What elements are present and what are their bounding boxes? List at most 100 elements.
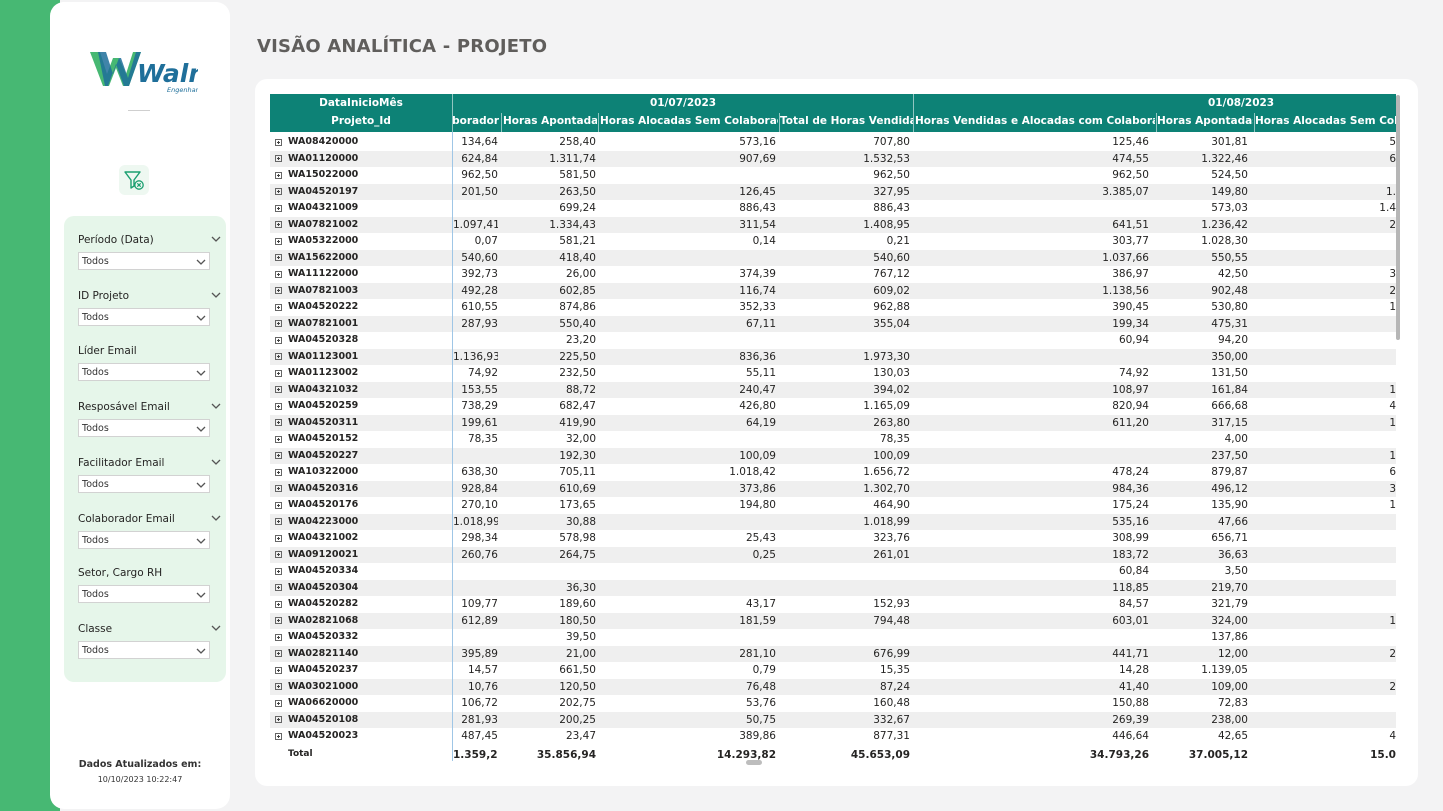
- table-row[interactable]: WA02821140 395,89 21,00 281,10 676,99 441,71 1…: [270, 645, 1396, 663]
- table-row[interactable]: WA05322000 0,07 581,21 0,14 0,21 303,77 1.028,…: [270, 233, 1396, 250]
- slicer-title[interactable]: Classe: [78, 621, 221, 637]
- expand-icon[interactable]: [275, 171, 282, 179]
- table-row[interactable]: WA04520227 192,30 100,09 100,09 237,50 1: [270, 447, 1396, 465]
- expand-icon[interactable]: [275, 485, 282, 493]
- slicer-title[interactable]: Colaborador Email: [78, 511, 221, 527]
- horizontal-scrollbar[interactable]: [746, 760, 762, 765]
- table-row[interactable]: WA04520304 36,30 118,85 219,70: [270, 579, 1396, 596]
- table-row[interactable]: WA04223000 1.018,99 30,88 1.018,99 535,16 47,…: [270, 513, 1396, 530]
- table-row[interactable]: WA04520222 610,55 874,86 352,33 962,88 390,45…: [270, 299, 1396, 316]
- row-header-projeto-id[interactable]: Projeto_Id: [331, 115, 391, 127]
- table-row[interactable]: WA07821002 1.097,41 1.334,43 311,54 1.408,95…: [270, 216, 1396, 233]
- expand-icon[interactable]: [275, 633, 282, 641]
- expand-icon[interactable]: [275, 518, 282, 526]
- table-row[interactable]: WA07821003 492,28 602,85 116,74 609,02 1.138,…: [270, 282, 1396, 299]
- table-row[interactable]: WA04321002 298,34 578,98 25,43 323,76 308,99 6…: [270, 530, 1396, 547]
- project-id-cell[interactable]: WA04520108: [275, 712, 358, 729]
- project-id-cell[interactable]: WA10322000: [275, 464, 358, 481]
- expand-icon[interactable]: [275, 666, 282, 674]
- table-row[interactable]: WA03021000 10,76 120,50 76,48 87,24 41,40 109,…: [270, 678, 1396, 696]
- periodo-dropdown[interactable]: Todos: [78, 252, 210, 270]
- chevron-down-icon[interactable]: [210, 289, 222, 301]
- project-id-cell[interactable]: WA04520222: [275, 299, 358, 316]
- expand-icon[interactable]: [275, 320, 282, 328]
- col-header[interactable]: Horas Apontadas: [503, 115, 597, 127]
- project-id-cell[interactable]: WA04520282: [275, 596, 358, 613]
- table-row[interactable]: WA04520259 738,29 682,47 426,80 1.165,09 820,…: [270, 398, 1396, 415]
- table-row[interactable]: WA04520332 39,50 137,86: [270, 629, 1396, 646]
- expand-icon[interactable]: [275, 617, 282, 625]
- expand-icon[interactable]: [275, 716, 282, 724]
- expand-icon[interactable]: [275, 683, 282, 691]
- expand-icon[interactable]: [275, 221, 282, 229]
- table-row[interactable]: WA04520108 281,93 200,25 50,75 332,67 269,39 2…: [270, 711, 1396, 729]
- period-header-2023-08[interactable]: 01/08/2023: [1208, 97, 1275, 109]
- col-header[interactable]: Horas Vendidas e Alocadas com Colaborado…: [915, 115, 1155, 127]
- project-id-cell[interactable]: WA04321002: [275, 530, 358, 547]
- col-header[interactable]: laborador: [453, 115, 499, 127]
- lider-email-dropdown[interactable]: Todos: [78, 363, 210, 381]
- expand-icon[interactable]: [275, 402, 282, 410]
- period-header-2023-07[interactable]: 01/07/2023: [649, 97, 717, 109]
- project-id-cell[interactable]: WA15622000: [275, 250, 358, 267]
- expand-icon[interactable]: [275, 567, 282, 575]
- project-id-cell[interactable]: WA04520176: [275, 497, 358, 514]
- slicer-title[interactable]: Facilitador Email: [78, 455, 221, 471]
- project-id-cell[interactable]: WA04520334: [275, 563, 358, 580]
- id-projeto-dropdown[interactable]: Todos: [78, 308, 210, 326]
- expand-icon[interactable]: [275, 584, 282, 592]
- table-row[interactable]: WA01123002 74,92 232,50 55,11 130,03 74,92 131…: [270, 365, 1396, 382]
- table-row[interactable]: WA15622000 540,60 418,40 540,60 1.037,66 550,…: [270, 249, 1396, 267]
- table-row[interactable]: WA04520176 270,10 173,65 194,80 464,90 175,24…: [270, 497, 1396, 514]
- chevron-down-icon[interactable]: [210, 512, 222, 524]
- project-id-cell[interactable]: WA04520197: [275, 184, 358, 201]
- project-id-cell[interactable]: WA04321032: [275, 382, 358, 399]
- vertical-scrollbar[interactable]: [1396, 95, 1400, 340]
- expand-icon[interactable]: [275, 468, 282, 476]
- project-id-cell[interactable]: WA03021000: [275, 679, 358, 696]
- col-header[interactable]: Horas Apontadas: [1157, 115, 1253, 127]
- slicer-title[interactable]: Período (Data): [78, 232, 221, 248]
- responsavel-email-dropdown[interactable]: Todos: [78, 419, 210, 437]
- expand-icon[interactable]: [275, 551, 282, 559]
- project-id-cell[interactable]: WA01123002: [275, 365, 358, 382]
- expand-icon[interactable]: [275, 452, 282, 460]
- project-id-cell[interactable]: WA04520237: [275, 662, 358, 679]
- project-id-cell[interactable]: WA04321009: [275, 200, 358, 217]
- project-id-cell[interactable]: WA04520328: [275, 332, 358, 349]
- colaborador-email-dropdown[interactable]: Todos: [78, 531, 210, 549]
- table-row[interactable]: WA04520328 23,20 60,94 94,20: [270, 332, 1396, 349]
- expand-icon[interactable]: [275, 650, 282, 658]
- table-row[interactable]: WA04321032 153,55 88,72 240,47 394,02 108,97 1…: [270, 381, 1396, 399]
- expand-icon[interactable]: [275, 386, 282, 394]
- col-header[interactable]: Horas Alocadas Sem Colaborador: [600, 115, 778, 127]
- table-row[interactable]: WA07821001 287,93 550,40 67,11 355,04 199,34 4…: [270, 315, 1396, 332]
- table-row[interactable]: WA08420000 134,64 258,40 573,16 707,80 125,46…: [270, 134, 1396, 151]
- project-id-cell[interactable]: WA04520227: [275, 448, 358, 465]
- project-id-cell[interactable]: WA08420000: [275, 134, 358, 151]
- expand-icon[interactable]: [275, 237, 282, 245]
- expand-icon[interactable]: [275, 270, 282, 278]
- project-id-cell[interactable]: WA09120021: [275, 547, 358, 564]
- row-header-datainiciomes[interactable]: DataInicioMês: [319, 97, 403, 109]
- project-id-cell[interactable]: WA01120000: [275, 151, 358, 168]
- project-id-cell[interactable]: WA02821140: [275, 646, 358, 663]
- chevron-down-icon[interactable]: [210, 233, 222, 245]
- table-row[interactable]: WA01120000 624,84 1.311,74 907,69 1.532,53 47…: [270, 150, 1396, 168]
- setor-cargo-dropdown[interactable]: Todos: [78, 585, 210, 603]
- slicer-title[interactable]: ID Projeto: [78, 288, 221, 304]
- expand-icon[interactable]: [275, 534, 282, 542]
- classe-dropdown[interactable]: Todos: [78, 641, 210, 659]
- table-row[interactable]: WA15022000 962,50 581,50 962,50 962,50 524,50: [270, 167, 1396, 184]
- expand-icon[interactable]: [275, 353, 282, 361]
- project-id-cell[interactable]: WA04520023: [275, 728, 358, 745]
- table-row[interactable]: WA04520311 199,61 419,90 64,19 263,80 611,20 3…: [270, 414, 1396, 431]
- expand-icon[interactable]: [275, 155, 282, 163]
- expand-icon[interactable]: [275, 188, 282, 196]
- expand-icon[interactable]: [275, 419, 282, 427]
- expand-icon[interactable]: [275, 254, 282, 262]
- project-id-cell[interactable]: WA06620000: [275, 695, 358, 712]
- col-header[interactable]: Horas Alocadas Sem Colabo: [1255, 115, 1396, 127]
- expand-icon[interactable]: [275, 287, 282, 295]
- expand-icon[interactable]: [275, 732, 282, 740]
